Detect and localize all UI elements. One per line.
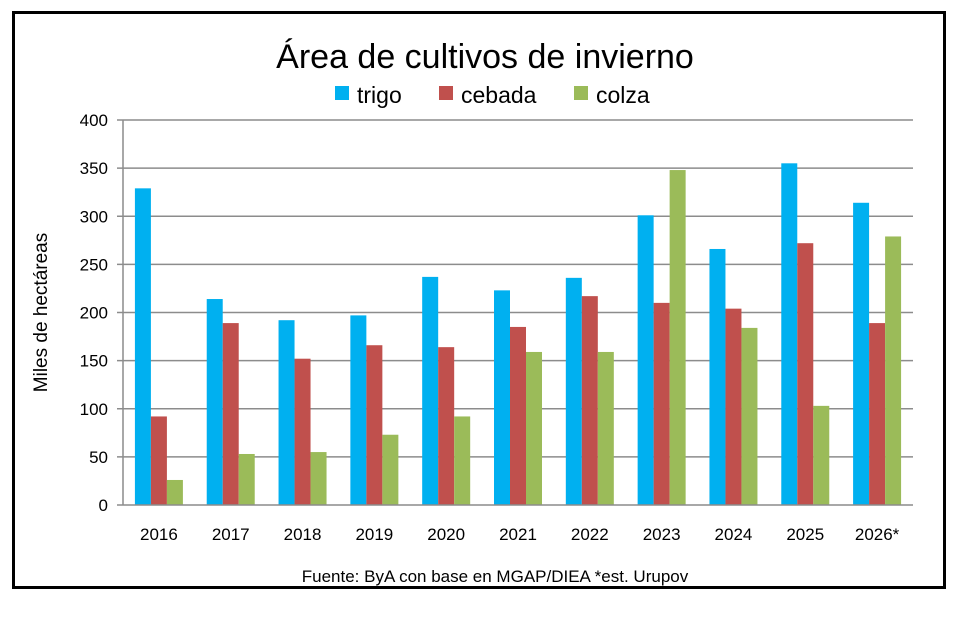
chart-frame: Área de cultivos de invierno trigo cebada… (12, 11, 946, 589)
legend-label-colza: colza (596, 82, 650, 108)
y-tick-label: 100 (80, 400, 108, 419)
x-tick-label: 2024 (715, 525, 753, 544)
bar-cebada-2019 (366, 345, 383, 505)
bar-trigo-2025 (781, 163, 798, 505)
y-tick-label: 0 (99, 496, 108, 515)
bar-colza-2016 (166, 479, 183, 505)
x-tick-label: 2022 (571, 525, 609, 544)
y-axis-label: Miles de hectáreas (31, 233, 52, 392)
bar-cebada-2022 (581, 296, 598, 505)
bar-trigo-2017 (206, 299, 223, 505)
y-tick-label: 50 (89, 448, 108, 467)
x-tick-label: 2025 (786, 525, 824, 544)
bar-trigo-2023 (637, 215, 654, 505)
legend: trigo cebada colza (335, 82, 650, 108)
bar-trigo-2019 (350, 315, 367, 505)
legend-swatch-colza (574, 86, 588, 100)
bar-trigo-2024 (709, 248, 726, 505)
bar-colza-2026* (885, 236, 902, 505)
bar-trigo-2016 (134, 188, 151, 505)
legend-swatch-trigo (335, 86, 349, 100)
bar-cebada-2026* (869, 323, 886, 505)
y-tick-label: 300 (80, 207, 108, 226)
x-tick-label: 2020 (427, 525, 465, 544)
bar-cebada-2016 (150, 416, 167, 505)
bar-colza-2022 (597, 351, 614, 505)
bar-cebada-2017 (222, 323, 239, 505)
bar-colza-2024 (741, 327, 758, 505)
bar-chart: Área de cultivos de invierno trigo cebada… (31, 38, 913, 586)
legend-swatch-cebada (439, 86, 453, 100)
y-tick-label: 150 (80, 352, 108, 371)
bar-trigo-2018 (278, 320, 295, 505)
bar-colza-2020 (454, 416, 471, 505)
bar-cebada-2018 (294, 358, 311, 505)
y-tick-label: 250 (80, 255, 108, 274)
bar-colza-2018 (310, 452, 327, 505)
chart-title: Área de cultivos de invierno (276, 38, 694, 76)
x-tick-label: 2017 (212, 525, 250, 544)
legend-label-trigo: trigo (357, 82, 402, 108)
x-tick-label: 2023 (643, 525, 681, 544)
x-tick-label: 2026* (855, 525, 900, 544)
y-tick-label: 350 (80, 159, 108, 178)
bar-cebada-2025 (797, 243, 814, 505)
bar-trigo-2026* (853, 202, 870, 505)
x-tick-label: 2019 (355, 525, 393, 544)
bars (134, 163, 902, 506)
x-tick-label: 2016 (140, 525, 178, 544)
x-axis-ticks: 2016 2017 2018 2019 2020 2021 2022 2023 2024 2025… (140, 525, 900, 544)
x-tick-label: 2021 (499, 525, 537, 544)
y-axis-ticks: 0 50 100 150 200 250 300 350 400 (80, 111, 108, 515)
y-tick-label: 200 (80, 304, 108, 323)
x-tick-label: 2018 (284, 525, 322, 544)
bar-cebada-2021 (510, 326, 526, 505)
bar-cebada-2023 (653, 302, 670, 505)
bar-colza-2017 (238, 453, 255, 505)
legend-label-cebada: cebada (461, 82, 537, 108)
bar-colza-2023 (669, 170, 686, 506)
bar-colza-2021 (526, 351, 542, 505)
bar-cebada-2020 (438, 347, 455, 505)
y-tick-label: 400 (80, 111, 108, 130)
bar-trigo-2022 (565, 277, 582, 505)
bar-colza-2019 (382, 434, 399, 505)
bar-trigo-2020 (422, 276, 439, 505)
bar-trigo-2021 (494, 290, 510, 505)
bar-colza-2025 (813, 405, 830, 505)
bar-cebada-2024 (725, 308, 742, 505)
source-note: Fuente: ByA con base en MGAP/DIEA *est. … (302, 567, 689, 586)
